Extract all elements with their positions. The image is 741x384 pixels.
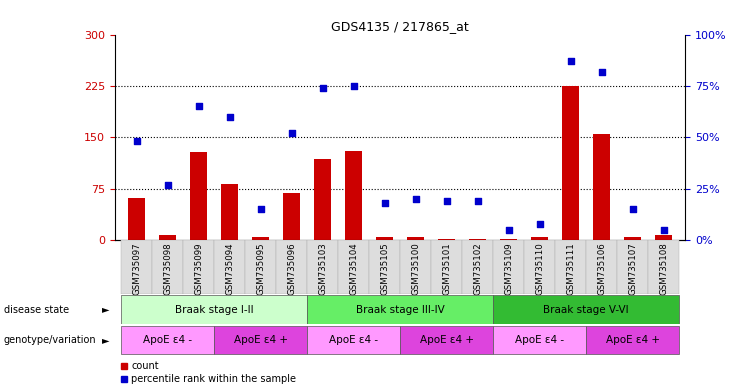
Bar — [562, 86, 579, 240]
FancyBboxPatch shape — [121, 240, 152, 294]
FancyBboxPatch shape — [586, 240, 617, 294]
FancyBboxPatch shape — [121, 326, 214, 354]
FancyBboxPatch shape — [307, 240, 338, 294]
Bar — [128, 197, 145, 240]
Point — [441, 198, 453, 204]
Point — [502, 227, 514, 233]
FancyBboxPatch shape — [494, 240, 524, 294]
Text: GSM735109: GSM735109 — [504, 242, 514, 295]
FancyBboxPatch shape — [214, 240, 245, 294]
Text: GSM735110: GSM735110 — [535, 242, 544, 295]
Bar — [283, 194, 300, 240]
Point — [316, 85, 328, 91]
Text: GSM735105: GSM735105 — [380, 242, 389, 295]
Text: GSM735095: GSM735095 — [256, 242, 265, 295]
Point — [224, 114, 236, 120]
Text: Braak stage V-VI: Braak stage V-VI — [543, 305, 629, 314]
FancyBboxPatch shape — [462, 240, 494, 294]
Text: GSM735096: GSM735096 — [287, 242, 296, 295]
Text: GSM735101: GSM735101 — [442, 242, 451, 295]
Text: GSM735098: GSM735098 — [163, 242, 172, 295]
Bar — [655, 235, 672, 240]
Text: ApoE ε4 -: ApoE ε4 - — [143, 335, 192, 345]
Text: GSM735100: GSM735100 — [411, 242, 420, 295]
FancyBboxPatch shape — [276, 240, 307, 294]
FancyBboxPatch shape — [648, 240, 679, 294]
FancyBboxPatch shape — [494, 326, 586, 354]
Text: ►: ► — [102, 335, 110, 345]
FancyBboxPatch shape — [524, 240, 555, 294]
Bar — [469, 238, 486, 240]
Bar — [531, 237, 548, 240]
Bar — [407, 237, 424, 240]
Point — [162, 182, 173, 188]
Bar — [594, 134, 611, 240]
Point — [286, 130, 298, 136]
Text: GSM735108: GSM735108 — [659, 242, 668, 295]
FancyBboxPatch shape — [400, 240, 431, 294]
FancyBboxPatch shape — [555, 240, 586, 294]
Bar — [252, 237, 269, 240]
Text: GSM735102: GSM735102 — [473, 242, 482, 295]
Bar — [624, 237, 641, 240]
Text: ApoE ε4 -: ApoE ε4 - — [515, 335, 564, 345]
Point — [255, 206, 267, 212]
Legend: count, percentile rank within the sample: count, percentile rank within the sample — [120, 361, 296, 384]
Text: ApoE ε4 +: ApoE ε4 + — [419, 335, 473, 345]
FancyBboxPatch shape — [494, 295, 679, 324]
Point — [596, 68, 608, 74]
Text: ApoE ε4 +: ApoE ε4 + — [233, 335, 288, 345]
Point — [130, 138, 142, 144]
Point — [534, 220, 545, 227]
Text: GSM735104: GSM735104 — [349, 242, 358, 295]
Text: Braak stage III-IV: Braak stage III-IV — [356, 305, 445, 314]
FancyBboxPatch shape — [586, 326, 679, 354]
Bar — [314, 159, 331, 240]
Text: ►: ► — [102, 305, 110, 314]
FancyBboxPatch shape — [307, 295, 494, 324]
Text: ApoE ε4 +: ApoE ε4 + — [605, 335, 659, 345]
FancyBboxPatch shape — [152, 240, 183, 294]
Point — [410, 196, 422, 202]
Text: GSM735097: GSM735097 — [132, 242, 141, 295]
FancyBboxPatch shape — [369, 240, 400, 294]
Text: GSM735099: GSM735099 — [194, 242, 203, 295]
Bar — [438, 238, 455, 240]
Bar — [376, 237, 393, 240]
Text: disease state: disease state — [4, 305, 69, 314]
Point — [565, 58, 576, 65]
Bar — [190, 152, 207, 240]
Text: genotype/variation: genotype/variation — [4, 335, 96, 345]
Bar — [221, 184, 238, 240]
Point — [348, 83, 359, 89]
FancyBboxPatch shape — [121, 295, 307, 324]
FancyBboxPatch shape — [617, 240, 648, 294]
Point — [658, 227, 670, 233]
Text: GSM735107: GSM735107 — [628, 242, 637, 295]
Point — [472, 198, 484, 204]
Point — [379, 200, 391, 206]
Bar — [500, 238, 517, 240]
FancyBboxPatch shape — [214, 326, 307, 354]
FancyBboxPatch shape — [338, 240, 369, 294]
FancyBboxPatch shape — [431, 240, 462, 294]
FancyBboxPatch shape — [307, 326, 400, 354]
Text: GSM735103: GSM735103 — [318, 242, 327, 295]
Text: GSM735094: GSM735094 — [225, 242, 234, 295]
Text: Braak stage I-II: Braak stage I-II — [175, 305, 253, 314]
Title: GDS4135 / 217865_at: GDS4135 / 217865_at — [331, 20, 469, 33]
FancyBboxPatch shape — [183, 240, 214, 294]
Text: GSM735106: GSM735106 — [597, 242, 606, 295]
FancyBboxPatch shape — [245, 240, 276, 294]
Text: GSM735111: GSM735111 — [566, 242, 575, 295]
Point — [627, 206, 639, 212]
Text: ApoE ε4 -: ApoE ε4 - — [329, 335, 378, 345]
Bar — [159, 235, 176, 240]
Bar — [345, 151, 362, 240]
FancyBboxPatch shape — [400, 326, 494, 354]
Point — [193, 103, 205, 109]
